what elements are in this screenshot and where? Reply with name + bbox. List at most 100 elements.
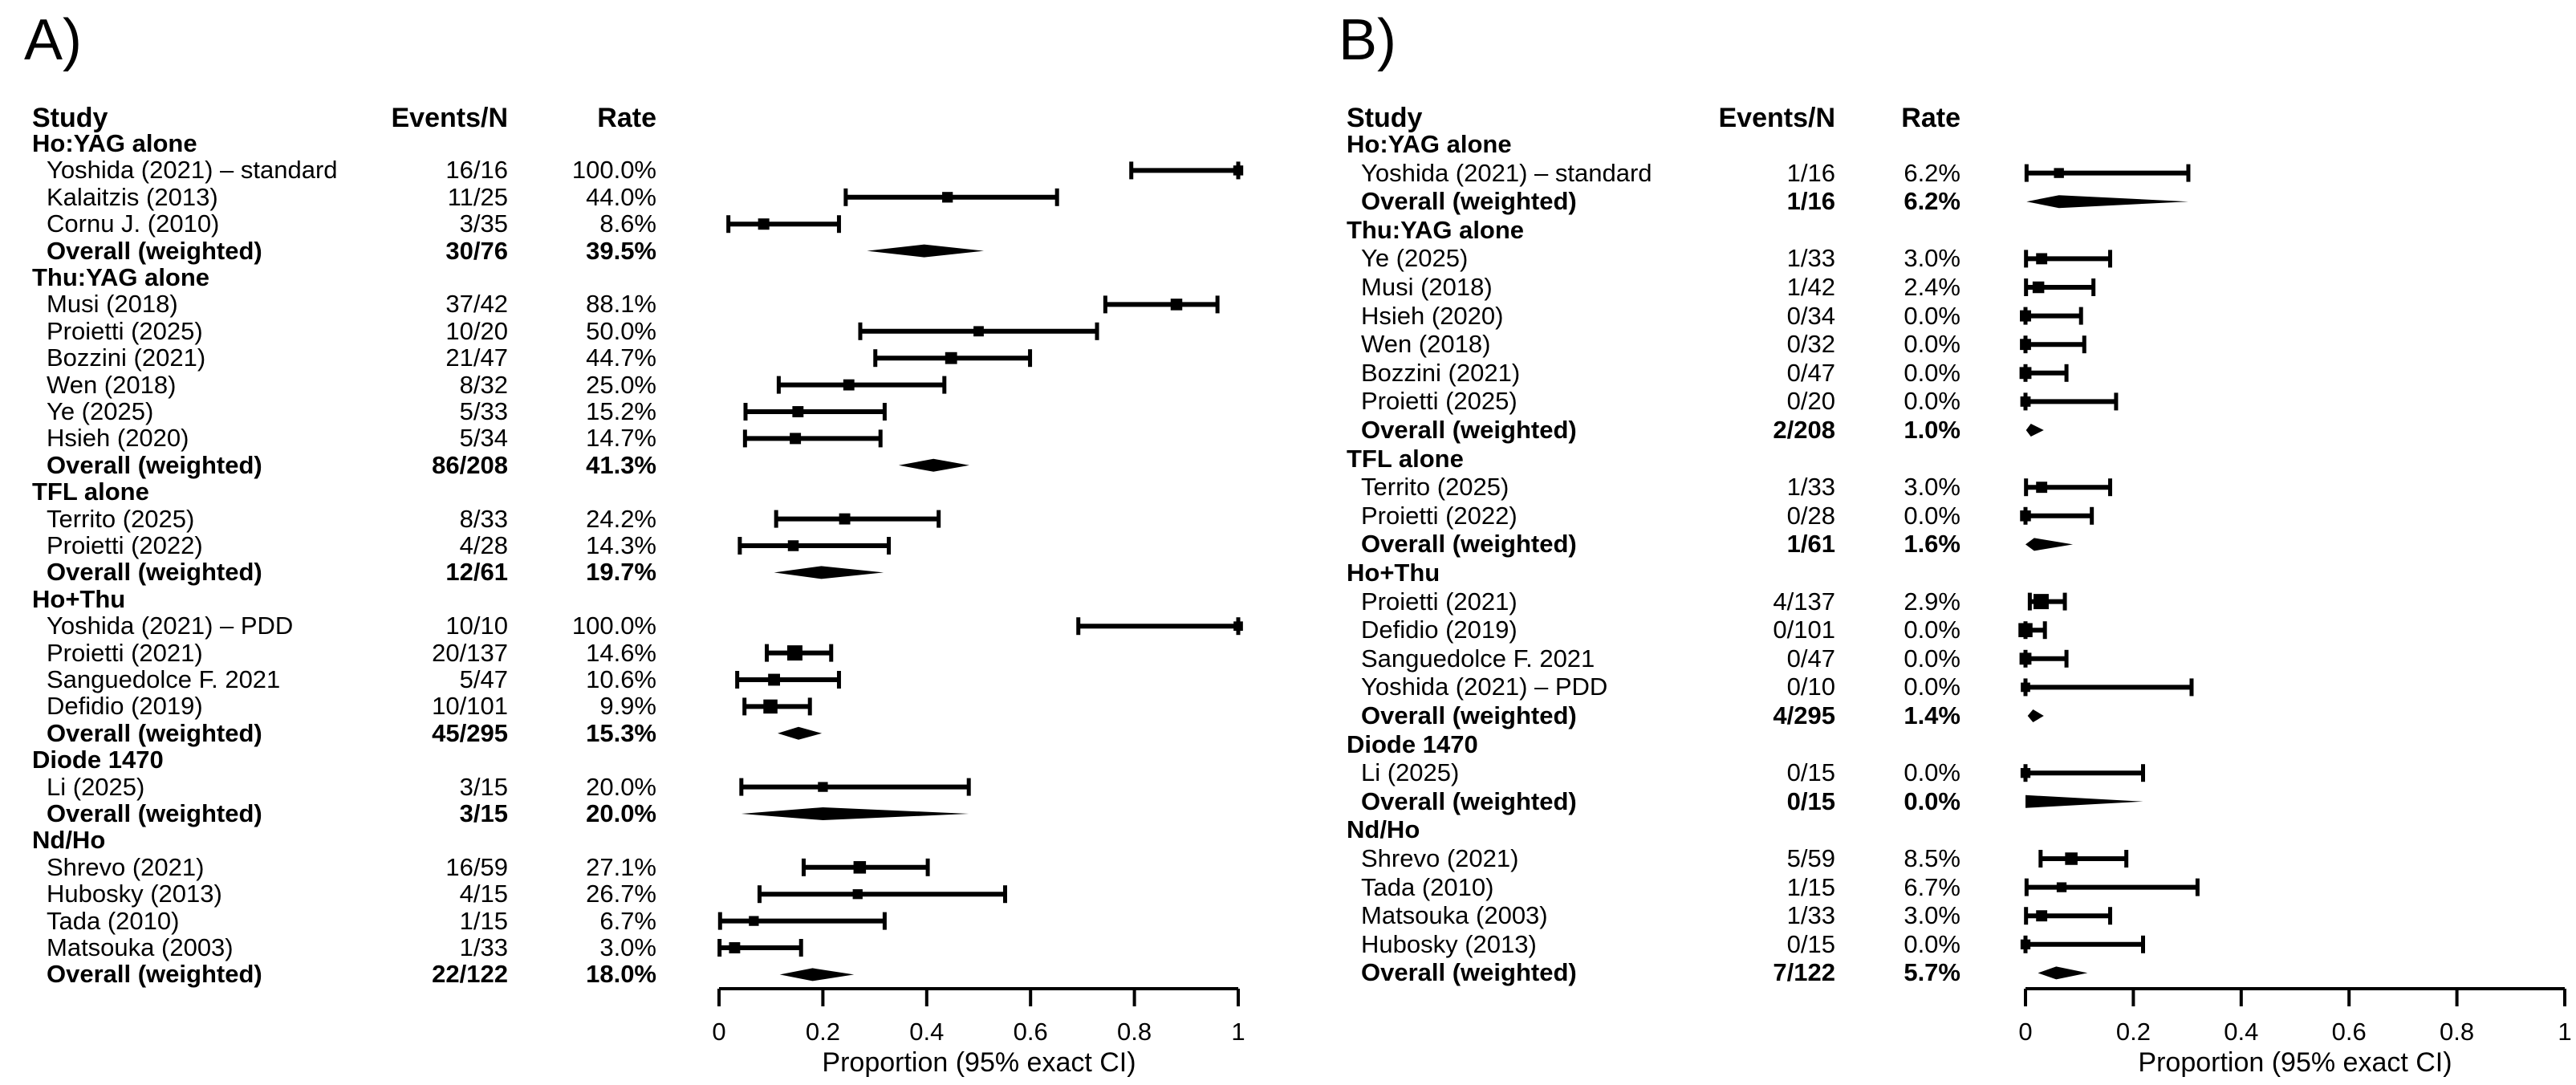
events-n-value: 1/15 [1786,872,1835,901]
overall-diamond [2027,709,2044,722]
point-estimate-square [2032,281,2045,294]
study-row-label: Yoshida (2021) – standard [47,156,338,185]
overall-row-label: Overall (weighted) [1361,530,1577,559]
study-row-label: Li (2025) [47,772,145,801]
rate-value: 50.0% [586,316,656,345]
rate-value: 0.0% [1904,501,1960,530]
events-n-value: 0/10 [1786,673,1835,701]
events-n-value: 11/25 [447,182,508,211]
rate-value: 20.0% [586,799,656,827]
x-axis-tick-label: 0.6 [1013,1018,1048,1046]
study-row-label: Hsieh (2020) [1361,301,1504,330]
rate-value: 44.7% [586,343,656,372]
rate-value: 0.0% [1904,330,1960,359]
rate-value: 2.4% [1904,273,1960,301]
overall-diamond [898,458,969,472]
point-estimate-square [2036,482,2048,494]
study-row-label: Shrevo (2021) [47,852,205,881]
events-n-value: 1/33 [1786,901,1835,930]
rate-value: 44.0% [586,182,656,211]
study-row-label: Proietti (2025) [1361,387,1518,416]
group-row-label: Nd/Ho [32,826,106,855]
study-row-label: Defidio (2019) [47,692,203,721]
point-estimate-square [763,699,778,714]
point-estimate-square [2036,910,2048,922]
panel-a-label: A) [24,8,82,72]
events-n-value: 0/34 [1786,301,1835,330]
events-n-value: 7/122 [1773,958,1835,987]
study-row-label: Yoshida (2021) – standard [1361,158,1652,187]
rate-value: 0.0% [1904,387,1960,416]
overall-row-label: Overall (weighted) [47,450,262,479]
rate-value: 6.7% [599,906,656,935]
rate-value: 24.2% [586,504,656,533]
rate-value: 14.7% [586,424,656,453]
study-row-label: Territo (2025) [47,504,195,533]
overall-row-label: Overall (weighted) [1361,786,1577,815]
study-row-label: Musi (2018) [1361,273,1493,301]
rate-value: 18.0% [586,960,656,989]
events-n-value: 2/208 [1773,416,1835,444]
panel-b-forest-marks [2018,164,2566,1006]
point-estimate-square [818,782,828,792]
rate-value: 6.2% [1904,158,1960,187]
study-row-label: Yoshida (2021) – PDD [1361,673,1608,701]
group-row-label: TFL alone [1347,444,1464,473]
events-n-value: 0/15 [1786,758,1835,787]
study-row-label: Wen (2018) [1361,330,1491,359]
panel-b-column-header-study: Study [1347,103,1423,133]
rate-value: 27.1% [586,852,656,881]
study-row-label: Proietti (2025) [47,316,203,345]
point-estimate-square [945,352,957,364]
rate-value: 1.0% [1904,416,1960,444]
events-n-value: 5/59 [1786,844,1835,872]
events-n-value: 21/47 [445,343,508,372]
point-estimate-square [839,513,851,525]
events-n-value: 3/15 [459,772,508,801]
study-row-label: Hubosky (2013) [1361,929,1537,958]
events-n-value: 12/61 [445,558,508,587]
point-estimate-square [2020,768,2031,778]
rate-value: 88.1% [586,290,656,319]
rate-value: 3.0% [1904,473,1960,502]
events-n-value: 37/42 [445,290,508,319]
overall-row-label: Overall (weighted) [1361,187,1577,216]
study-row-label: Proietti (2022) [47,531,203,559]
group-row-label: Ho+Thu [1347,559,1440,587]
overall-row-label: Overall (weighted) [47,960,262,989]
panel-a-column-header-events: Events/N [391,103,509,133]
point-estimate-square [2056,882,2067,892]
x-axis-tick-label: 0.8 [1117,1018,1152,1046]
point-estimate-square [2020,310,2031,322]
events-n-value: 1/42 [1786,273,1835,301]
point-estimate-square [2020,939,2031,949]
overall-diamond [2025,794,2143,808]
rate-value: 1.4% [1904,701,1960,729]
events-n-value: 1/61 [1786,530,1835,559]
point-estimate-square [749,916,759,926]
panel-b-column-header-events: Events/N [1718,103,1836,133]
overall-row-label: Overall (weighted) [1361,416,1577,444]
events-n-value: 0/28 [1786,501,1835,530]
group-row-label: Nd/Ho [1347,815,1420,844]
study-row-label: Defidio (2019) [1361,616,1518,644]
overall-row-label: Overall (weighted) [47,236,262,265]
events-n-value: 8/32 [459,370,508,399]
study-row-label: Matsouka (2003) [1361,901,1548,930]
study-row-label: Matsouka (2003) [47,933,234,961]
overall-row-label: Overall (weighted) [47,799,262,827]
overall-diamond [778,726,823,740]
point-estimate-square [1233,165,1244,176]
rate-value: 20.0% [586,772,656,801]
rate-value: 5.7% [1904,958,1960,987]
rate-value: 15.2% [586,397,656,425]
study-row-label: Hubosky (2013) [47,880,222,908]
point-estimate-square [2036,253,2048,265]
x-axis-tick-label: 0.6 [2331,1018,2367,1046]
events-n-value: 45/295 [432,718,508,747]
events-n-value: 10/101 [432,692,508,721]
rate-value: 100.0% [571,612,656,640]
study-row-label: Bozzini (2021) [47,343,206,372]
rate-value: 41.3% [586,450,656,479]
